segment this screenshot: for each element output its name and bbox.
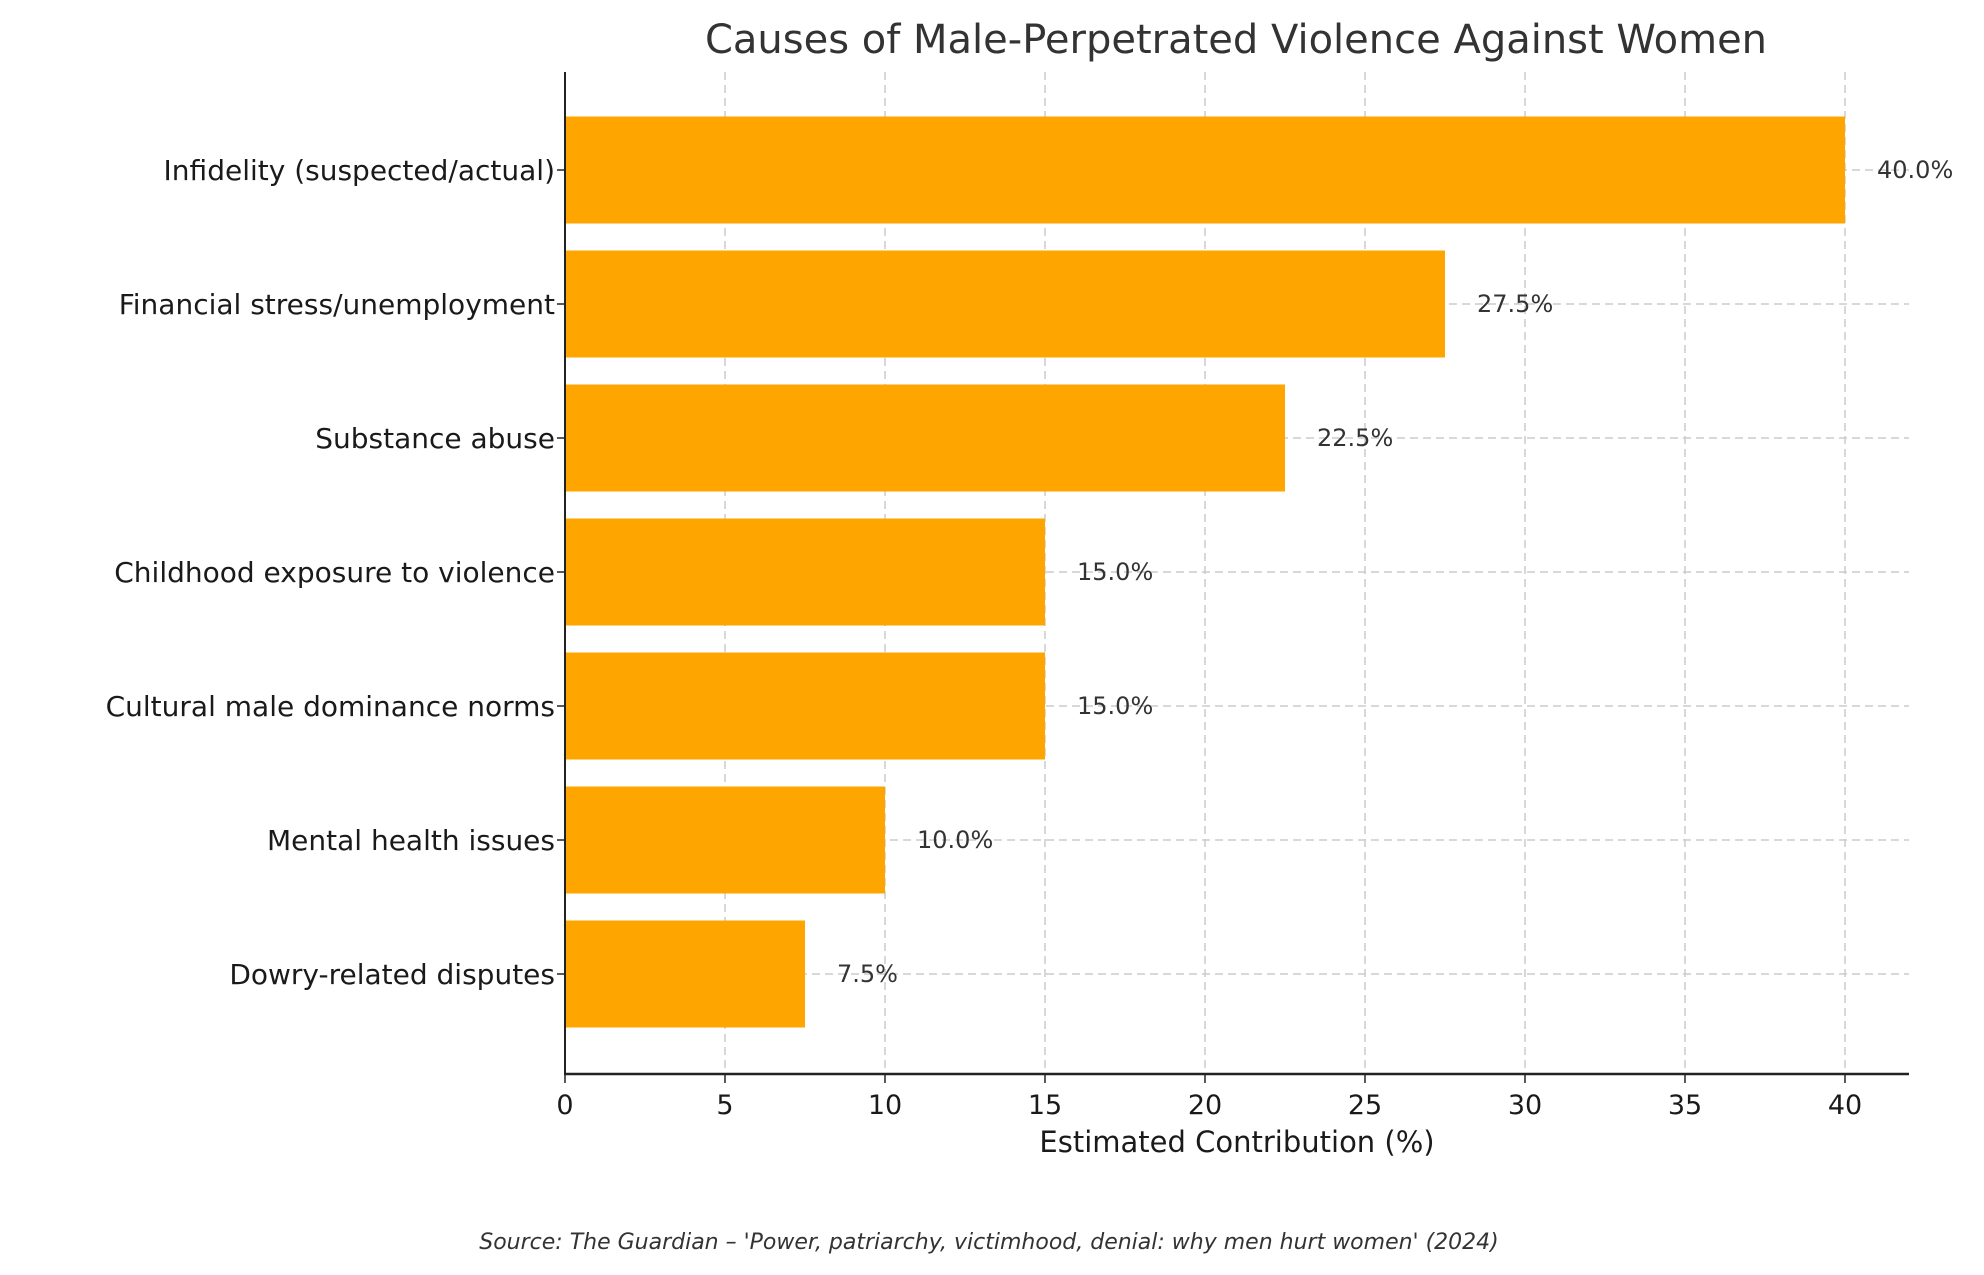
data-label: 10.0% [917,826,993,854]
x-tick-label: 30 [1508,1090,1542,1121]
x-tick-label: 5 [716,1090,733,1121]
bar [565,652,1045,760]
x-ticks: 0 5 10 15 20 25 30 35 40 [556,169,1862,1121]
x-tick-label: 20 [1188,1090,1222,1121]
bar [565,116,1845,224]
data-label: 15.0% [1077,558,1153,586]
bar [565,518,1045,626]
x-tick-label: 40 [1828,1090,1862,1121]
bar [565,786,885,894]
chart-title: Causes of Male-Perpetrated Violence Agai… [705,17,1767,63]
data-label: 15.0% [1077,692,1153,720]
category-labels: Infidelity (suspected/actual) Financial s… [106,154,555,991]
x-axis-label: Estimated Contribution (%) [1039,1125,1434,1159]
x-tick-label: 10 [868,1090,902,1121]
data-labels: 40.0% 27.5% 22.5% 15.0% 15.0% 10.0% 7.5% [837,156,1953,988]
data-label: 27.5% [1477,290,1553,318]
category-label: Cultural male dominance norms [106,690,555,723]
category-label: Infidelity (suspected/actual) [164,154,555,187]
category-label: Financial stress/unemployment [119,288,555,321]
x-tick-label: 0 [556,1090,573,1121]
bars [565,116,1845,1028]
source-note: Source: The Guardian – 'Power, patriarch… [479,1230,1499,1255]
category-label: Childhood exposure to violence [114,556,555,589]
x-tick-label: 15 [1028,1090,1062,1121]
x-tick-label: 25 [1348,1090,1382,1121]
bar [565,250,1445,358]
category-label: Mental health issues [267,824,555,857]
data-label: 40.0% [1877,156,1953,184]
category-label: Dowry-related disputes [229,958,555,991]
data-label: 22.5% [1317,424,1393,452]
data-label: 7.5% [837,960,898,988]
category-label: Substance abuse [315,422,555,455]
bar [565,384,1285,492]
bar [565,920,805,1028]
x-tick-label: 35 [1668,1090,1702,1121]
